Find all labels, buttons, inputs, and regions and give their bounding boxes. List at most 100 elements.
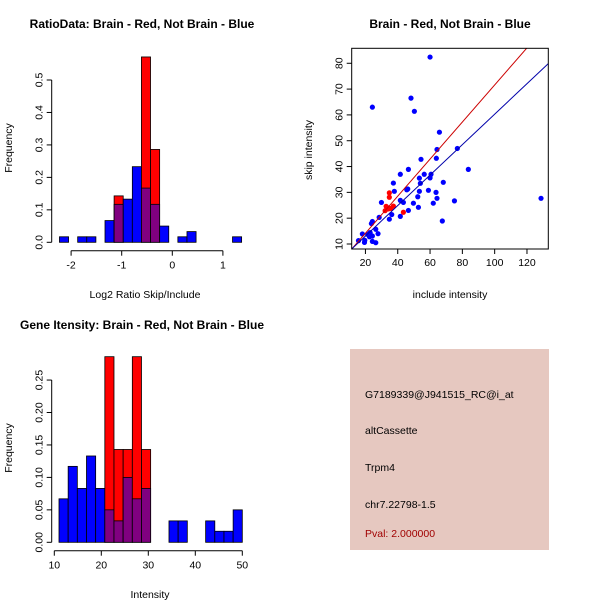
not-brain-point xyxy=(427,175,433,181)
ratio-bar-not-brain xyxy=(86,236,97,243)
genomic-location: chr7.22798-1.5 xyxy=(365,499,436,511)
not-brain-point xyxy=(434,195,440,201)
not-brain-point xyxy=(405,166,412,172)
ratio-bar-not-brain xyxy=(186,231,197,243)
brain-point xyxy=(390,203,396,209)
ratio-x-tick-label: -2 xyxy=(66,260,75,272)
intensity-histogram-ylabel: Frequency xyxy=(3,422,15,472)
not-brain-point xyxy=(416,188,422,194)
not-brain-point xyxy=(405,186,411,192)
not-brain-point xyxy=(415,194,421,200)
intensity-x-tick-label: 50 xyxy=(236,560,248,572)
not-brain-point xyxy=(411,108,417,114)
intensity-bar-overlap xyxy=(122,476,133,543)
intensity-bar-not-brain xyxy=(177,520,188,543)
not-brain-point xyxy=(417,180,423,186)
probe-id: G7189339@J941515_RC@i_at xyxy=(365,389,514,401)
scatter-y-tick-label: 30 xyxy=(334,186,346,198)
ratio-y-tick-label: 0.2 xyxy=(34,170,46,185)
intensity-y-tick-label: 0.05 xyxy=(34,499,46,520)
scatter-x-tick-label: 120 xyxy=(518,257,536,269)
not-brain-point xyxy=(415,204,422,210)
intensity-y-tick-label: 0.00 xyxy=(34,532,46,553)
not-brain-point xyxy=(408,95,414,101)
not-brain-point xyxy=(427,54,433,60)
not-brain-point xyxy=(454,145,460,152)
scatter-x-tick-label: 40 xyxy=(392,257,404,269)
not-brain-point xyxy=(436,129,443,135)
ratio-bar-not-brain xyxy=(104,220,115,243)
intensity-bar-overlap xyxy=(113,520,124,543)
intensity-bar-not-brain xyxy=(86,455,97,543)
ratio-bar-not-brain xyxy=(232,236,243,243)
not-brain-point xyxy=(410,200,417,206)
intensity-histogram: Gene Itensity: Brain - Red, Not Brain - … xyxy=(3,318,264,600)
not-brain-point xyxy=(538,195,544,201)
intensity-bar-not-brain xyxy=(168,520,179,543)
not-brain-point xyxy=(433,189,439,195)
ratio-x-tick-label: -1 xyxy=(117,260,126,272)
ratio-histogram-ylabel: Frequency xyxy=(3,122,15,172)
intensity-histogram-xlabel: Intensity xyxy=(130,589,170,600)
not-brain-point xyxy=(451,198,458,204)
scatter-x-tick-label: 20 xyxy=(360,257,372,269)
ratio-histogram-title: RatioData: Brain - Red, Not Brain - Blue xyxy=(30,17,255,31)
intensity-x-tick-label: 40 xyxy=(189,560,201,572)
ratio-bar-overlap xyxy=(141,187,151,243)
not-brain-point xyxy=(397,171,403,177)
ratio-histogram: RatioData: Brain - Red, Not Brain - Blue… xyxy=(3,17,255,301)
ratio-bar-overlap xyxy=(150,203,161,243)
not-brain-point xyxy=(361,239,368,246)
ratio-bar-not-brain xyxy=(177,236,188,243)
intensity-bar-not-brain xyxy=(214,530,225,543)
scatter-y-tick-label: 10 xyxy=(334,238,346,250)
intensity-x-tick-label: 30 xyxy=(142,560,154,572)
not-brain-point xyxy=(430,200,436,206)
not-brain-point xyxy=(425,187,432,193)
ratio-x-tick-label: 0 xyxy=(169,260,175,272)
ratio-bar-not-brain xyxy=(77,236,88,243)
scatter-y-tick-label: 60 xyxy=(334,109,346,121)
scatter-y-tick-label: 50 xyxy=(334,135,346,147)
not-brain-point xyxy=(373,240,379,246)
intensity-bar-not-brain xyxy=(205,520,216,543)
brain-point xyxy=(386,190,392,196)
brain-point xyxy=(386,194,392,200)
ratio-y-tick-label: 0.0 xyxy=(34,235,46,250)
scatter-xlabel: include intensity xyxy=(413,289,488,301)
scatter-plot-box xyxy=(351,47,549,250)
not-brain-point xyxy=(386,216,392,222)
not-brain-point xyxy=(397,213,403,219)
scatter-title: Brain - Red, Not Brain - Blue xyxy=(369,17,531,31)
ratio-bar-not-brain xyxy=(122,198,133,243)
not-brain-point xyxy=(378,199,385,206)
scatter-x-tick-label: 80 xyxy=(457,257,469,269)
not-brain-point xyxy=(366,234,373,240)
event-type: altCassette xyxy=(365,425,418,437)
ratio-bar-overlap xyxy=(113,203,124,243)
brain-point xyxy=(400,209,406,215)
intensity-bar-not-brain xyxy=(58,498,69,543)
intensity-x-tick-label: 20 xyxy=(95,560,107,572)
scatter-y-tick-label: 40 xyxy=(334,161,346,173)
ratio-bar-not-brain xyxy=(131,166,142,243)
scatter-x-tick-label: 60 xyxy=(424,257,436,269)
not-brain-point xyxy=(434,146,440,153)
scatter-x-tick-label: 100 xyxy=(486,257,504,269)
intensity-bar-not-brain xyxy=(232,509,243,543)
not-brain-point xyxy=(405,207,412,214)
not-brain-point xyxy=(369,104,375,110)
not-brain-point xyxy=(391,188,397,194)
gene-name: Trpm4 xyxy=(365,462,395,474)
scatter-ylabel: skip intensity xyxy=(303,119,315,180)
intensity-y-tick-label: 0.20 xyxy=(34,402,46,423)
intensity-bar-overlap xyxy=(131,498,142,543)
info-panel-background xyxy=(350,349,549,550)
intensity-bar-overlap xyxy=(141,488,152,543)
ratio-y-tick-label: 0.1 xyxy=(34,202,46,217)
intensity-bar-not-brain xyxy=(76,488,87,543)
intensity-histogram-title: Gene Itensity: Brain - Red, Not Brain - … xyxy=(20,318,264,332)
ratio-y-tick-label: 0.3 xyxy=(34,137,46,152)
not-brain-point xyxy=(421,171,427,177)
